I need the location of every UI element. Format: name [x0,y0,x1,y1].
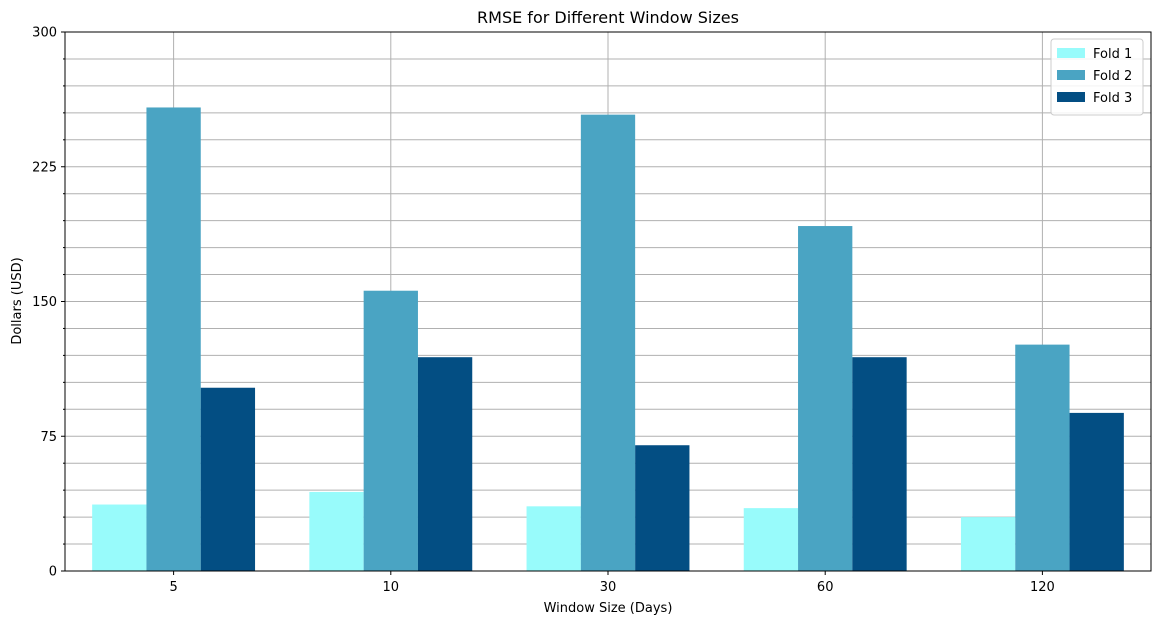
bar-fold-3-120 [1069,412,1124,571]
y-axis-label: Dollars (USD) [10,257,25,344]
bar-fold-2-5 [146,107,201,572]
bar-fold-1-5 [92,504,147,571]
x-tick-label: 10 [383,580,400,595]
x-tick-label: 30 [600,580,617,595]
legend-label: Fold 2 [1093,69,1132,84]
y-tick-label: 75 [40,430,57,445]
x-tick-label: 120 [1030,580,1055,595]
bar-fold-2-120 [1015,344,1070,571]
bar-fold-3-60 [852,357,907,571]
y-tick-label: 300 [32,26,57,41]
y-tick-label: 150 [32,295,57,310]
legend-label: Fold 3 [1093,91,1132,106]
legend-swatch [1057,48,1085,58]
y-tick-label: 0 [49,565,57,580]
legend-label: Fold 1 [1093,47,1132,62]
legend-swatch [1057,92,1085,102]
legend: Fold 1 Fold 2 Fold 3 [1050,38,1144,116]
bars [92,107,1124,572]
bar-fold-2-30 [580,114,636,571]
bar-fold-2-10 [363,290,418,571]
x-axis-label: Window Size (Days) [544,601,673,616]
x-tick-label: 60 [817,580,834,595]
bar-fold-3-10 [417,357,473,571]
bar-fold-1-10 [309,491,364,571]
bar-fold-1-120 [960,517,1016,571]
bar-fold-1-60 [743,508,799,571]
bar-fold-3-30 [635,445,690,571]
legend-swatch [1057,70,1085,80]
bar-fold-2-60 [798,226,853,572]
chart-title: RMSE for Different Window Sizes [477,8,739,27]
axes: 0 75 150 225 300 5 10 30 60 120 [32,26,1055,596]
y-tick-label: 225 [32,160,57,175]
bar-fold-3-5 [200,387,256,571]
x-tick-label: 5 [169,580,177,595]
bar-fold-1-30 [526,506,581,571]
